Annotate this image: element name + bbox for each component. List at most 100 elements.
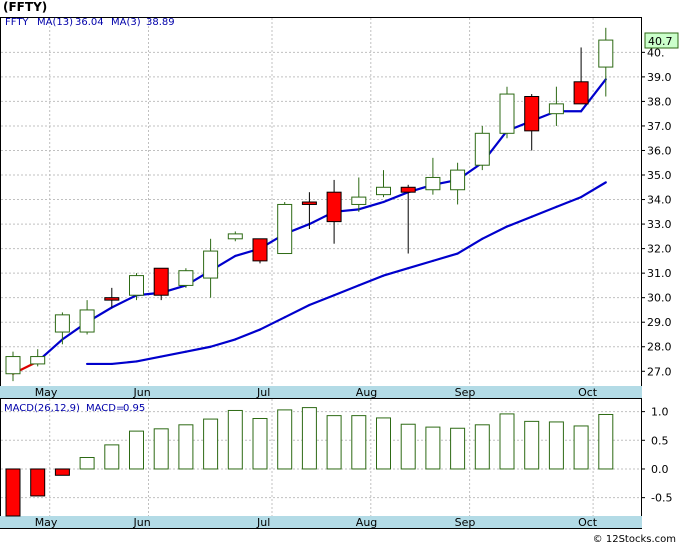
legend-ma13-value: 36.04 xyxy=(75,17,104,28)
ma3-segment xyxy=(382,191,410,204)
legend-ticker: FFTY xyxy=(5,17,29,28)
macd-bar xyxy=(252,418,268,470)
ma13-segment xyxy=(456,237,484,255)
macd-x-tick-label: May xyxy=(35,516,58,529)
macd-legend-value: 0.95 xyxy=(123,403,145,414)
ma13-segment xyxy=(555,195,583,209)
ma13-segment xyxy=(308,294,336,307)
candle-body xyxy=(79,309,95,333)
macd-legend-separator: = xyxy=(116,403,124,414)
macd-bar xyxy=(351,415,367,470)
macd-y-tick-label: 1.0 xyxy=(651,406,669,419)
macd-x-tick-label: Oct xyxy=(578,516,598,529)
macd-axis-band xyxy=(0,516,642,528)
macd-y-tick-label: -0.5 xyxy=(651,492,672,505)
candle-body xyxy=(573,81,589,105)
macd-y-tick-label: 0.5 xyxy=(651,434,669,447)
macd-x-tick-label: Jul xyxy=(256,516,270,529)
candlestick-series xyxy=(5,27,614,382)
price-panel-frame xyxy=(0,17,642,398)
macd-bar xyxy=(203,418,219,470)
macd-bar xyxy=(104,444,120,470)
macd-bar xyxy=(400,423,416,470)
price-y-tick-label: 32.0 xyxy=(647,243,672,256)
macd-bar xyxy=(178,424,194,470)
macd-x-tick-label: Sep xyxy=(455,516,476,529)
price-axis-band xyxy=(0,386,642,398)
candle-body xyxy=(548,103,564,115)
ma3-segment xyxy=(579,78,607,113)
price-x-tick-label: Oct xyxy=(578,386,598,399)
candle-body xyxy=(376,186,391,196)
price-y-tick-label: 33.0 xyxy=(647,218,672,231)
candle-body xyxy=(524,96,540,132)
macd-bar xyxy=(326,415,342,470)
macd-bar xyxy=(598,413,614,470)
ma13-segment xyxy=(431,252,459,262)
candle-body xyxy=(499,93,515,134)
ma13-segment xyxy=(234,328,262,341)
ma13-segment xyxy=(209,338,237,348)
price-y-tick-label: 40. xyxy=(647,46,665,59)
candle-body xyxy=(474,132,490,166)
price-y-tick-label: 35.0 xyxy=(647,169,672,182)
candle-body xyxy=(54,314,70,333)
macd-panel-frame xyxy=(0,398,642,529)
ma13-segment xyxy=(283,303,311,319)
ma13-segment xyxy=(160,350,187,358)
price-y-axis: 27.0 28.0 29.0 30.0 31.0 32.0 33.0 34.0 35.0 36.0… xyxy=(641,46,672,378)
macd-bar xyxy=(277,409,293,470)
chart-title: (FFTY) xyxy=(3,0,47,14)
macd-x-tick-label: Jun xyxy=(133,516,151,529)
candle-body xyxy=(400,186,416,193)
price-y-tick-label: 34.0 xyxy=(647,194,672,207)
candle-body xyxy=(425,176,441,191)
macd-bar xyxy=(376,417,391,470)
candle-body xyxy=(252,238,268,262)
last-price-label: 40.7 xyxy=(648,35,673,48)
candle-body xyxy=(598,39,614,68)
legend-ma3-label: MA(3) xyxy=(111,17,141,28)
price-x-axis: May Jun Jul Aug Sep Oct xyxy=(35,386,598,399)
ma13-segment xyxy=(135,355,163,363)
price-grid xyxy=(1,18,641,386)
candle-body xyxy=(227,233,243,240)
candle-body xyxy=(351,196,367,205)
price-x-tick-label: Jul xyxy=(256,386,270,399)
macd-series xyxy=(5,407,614,517)
macd-bar xyxy=(5,468,21,517)
candle-body xyxy=(30,356,46,365)
price-x-tick-label: Jun xyxy=(133,386,151,399)
candle-body xyxy=(326,191,342,223)
macd-bar xyxy=(227,409,243,470)
price-y-tick-label: 38.0 xyxy=(647,95,672,108)
macd-bar xyxy=(573,425,589,470)
ma13-segment xyxy=(407,259,434,270)
macd-bar xyxy=(524,420,540,470)
ma3-segment xyxy=(357,200,385,211)
legend-ma3-value: 38.89 xyxy=(146,17,175,28)
macd-bar xyxy=(474,424,490,470)
macd-bar xyxy=(153,428,169,470)
ma13-segment xyxy=(481,225,509,240)
price-x-tick-label: Aug xyxy=(356,386,377,399)
macd-bar xyxy=(30,468,46,497)
price-y-tick-label: 29.0 xyxy=(647,316,672,329)
macd-x-axis: May Jun Jul Aug Sep Oct xyxy=(35,516,598,529)
macd-x-tick-label: Aug xyxy=(356,516,377,529)
macd-bar xyxy=(425,426,441,470)
macd-grid xyxy=(1,399,641,516)
candle-body xyxy=(5,356,21,375)
candle-body xyxy=(153,267,169,296)
ma3-segment xyxy=(110,294,138,309)
macd-y-tick-label: 0.0 xyxy=(651,463,669,476)
price-y-tick-label: 30.0 xyxy=(647,292,672,305)
macd-bar xyxy=(79,457,95,470)
candle-body xyxy=(277,203,293,255)
macd-bar xyxy=(54,468,70,476)
price-y-tick-label: 31.0 xyxy=(647,267,672,280)
candle-body xyxy=(178,270,194,286)
macd-bar xyxy=(129,430,144,470)
candle-body xyxy=(301,201,317,205)
